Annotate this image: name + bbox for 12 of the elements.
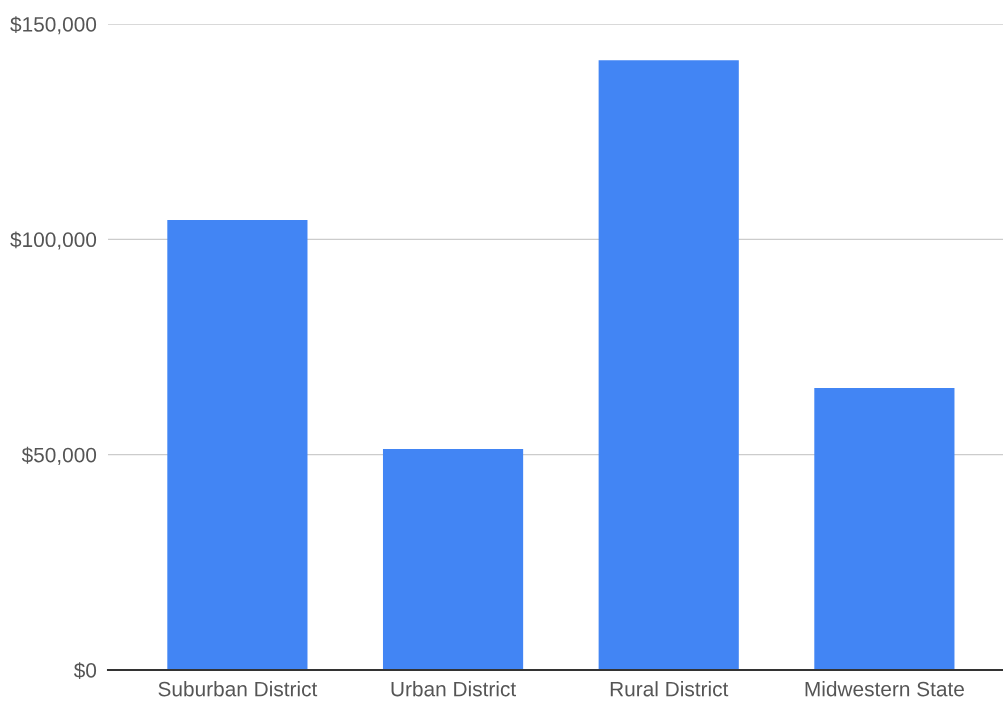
x-tick-label: Rural District <box>610 681 729 697</box>
y-tick-label: $100,000 <box>10 231 97 250</box>
x-tick-label: Midwestern State <box>805 681 964 697</box>
y-tick-label: $150,000 <box>10 16 97 35</box>
bar <box>814 387 955 670</box>
y-tick-label: $50,000 <box>21 446 97 465</box>
x-tick-label: Urban District <box>391 681 516 697</box>
bar <box>167 219 308 670</box>
x-tick-label: Suburban District <box>158 681 318 697</box>
bar <box>598 60 739 670</box>
y-tick-label: $0 <box>73 662 97 679</box>
bar <box>382 449 524 670</box>
